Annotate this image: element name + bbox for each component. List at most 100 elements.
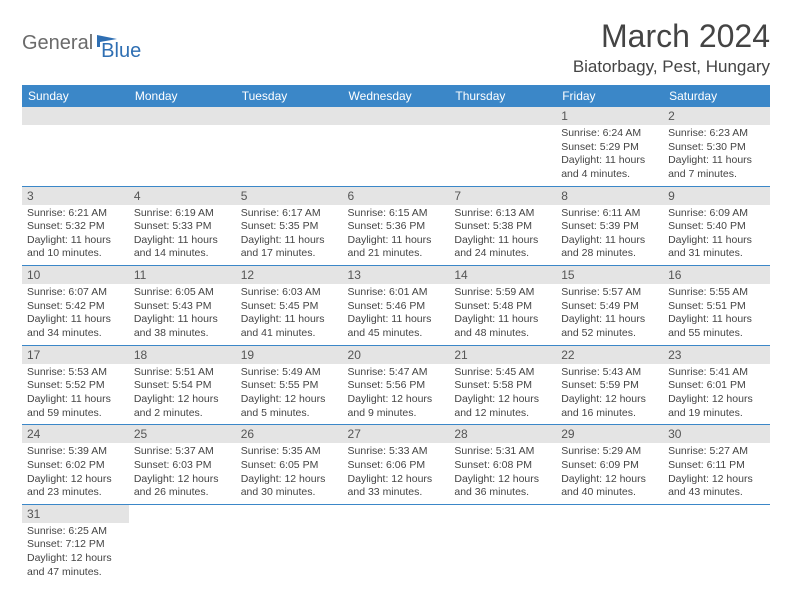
day-body: Sunrise: 6:19 AMSunset: 5:33 PMDaylight:… [129, 205, 236, 266]
daylight-text: Daylight: 11 hours and 45 minutes. [348, 313, 445, 340]
weekday-header: Thursday [449, 85, 556, 107]
day-body: Sunrise: 5:49 AMSunset: 5:55 PMDaylight:… [236, 364, 343, 425]
sunrise-text: Sunrise: 6:05 AM [134, 286, 231, 300]
sunset-text: Sunset: 5:32 PM [27, 220, 124, 234]
logo-sub: Blue [101, 24, 141, 63]
calendar-cell: 24Sunrise: 5:39 AMSunset: 6:02 PMDayligh… [22, 425, 129, 505]
sunset-text: Sunset: 6:08 PM [454, 459, 551, 473]
sunrise-text: Sunrise: 6:17 AM [241, 207, 338, 221]
sunset-text: Sunset: 6:06 PM [348, 459, 445, 473]
sunrise-text: Sunrise: 5:31 AM [454, 445, 551, 459]
day-number: 3 [22, 187, 129, 205]
daylight-text: Daylight: 12 hours and 5 minutes. [241, 393, 338, 420]
sunrise-text: Sunrise: 5:29 AM [561, 445, 658, 459]
sunset-text: Sunset: 5:54 PM [134, 379, 231, 393]
calendar-cell [343, 504, 450, 583]
calendar-cell: 15Sunrise: 5:57 AMSunset: 5:49 PMDayligh… [556, 266, 663, 346]
day-number: 11 [129, 266, 236, 284]
sunset-text: Sunset: 5:56 PM [348, 379, 445, 393]
calendar-cell: 11Sunrise: 6:05 AMSunset: 5:43 PMDayligh… [129, 266, 236, 346]
day-body: Sunrise: 5:39 AMSunset: 6:02 PMDaylight:… [22, 443, 129, 504]
daylight-text: Daylight: 11 hours and 21 minutes. [348, 234, 445, 261]
calendar-row: 24Sunrise: 5:39 AMSunset: 6:02 PMDayligh… [22, 425, 770, 505]
sunset-text: Sunset: 7:12 PM [27, 538, 124, 552]
daylight-text: Daylight: 12 hours and 26 minutes. [134, 473, 231, 500]
sunrise-text: Sunrise: 6:21 AM [27, 207, 124, 221]
sunrise-text: Sunrise: 5:43 AM [561, 366, 658, 380]
daylight-text: Daylight: 11 hours and 14 minutes. [134, 234, 231, 261]
daylight-text: Daylight: 11 hours and 48 minutes. [454, 313, 551, 340]
day-body: Sunrise: 6:24 AMSunset: 5:29 PMDaylight:… [556, 125, 663, 186]
sunset-text: Sunset: 5:30 PM [668, 141, 765, 155]
daylight-text: Daylight: 12 hours and 36 minutes. [454, 473, 551, 500]
day-body: Sunrise: 6:25 AMSunset: 7:12 PMDaylight:… [22, 523, 129, 584]
daylight-text: Daylight: 12 hours and 19 minutes. [668, 393, 765, 420]
daylight-text: Daylight: 11 hours and 31 minutes. [668, 234, 765, 261]
weekday-header: Saturday [663, 85, 770, 107]
calendar-cell: 26Sunrise: 5:35 AMSunset: 6:05 PMDayligh… [236, 425, 343, 505]
sunset-text: Sunset: 6:01 PM [668, 379, 765, 393]
calendar-row: 31Sunrise: 6:25 AMSunset: 7:12 PMDayligh… [22, 504, 770, 583]
calendar-cell [449, 504, 556, 583]
calendar-cell: 19Sunrise: 5:49 AMSunset: 5:55 PMDayligh… [236, 345, 343, 425]
sunrise-text: Sunrise: 5:57 AM [561, 286, 658, 300]
sunrise-text: Sunrise: 5:51 AM [134, 366, 231, 380]
day-body: Sunrise: 5:27 AMSunset: 6:11 PMDaylight:… [663, 443, 770, 504]
calendar-cell: 7Sunrise: 6:13 AMSunset: 5:38 PMDaylight… [449, 186, 556, 266]
calendar-cell: 20Sunrise: 5:47 AMSunset: 5:56 PMDayligh… [343, 345, 450, 425]
calendar-cell: 3 Sunrise: 6:21 AMSunset: 5:32 PMDaylight… [22, 186, 129, 266]
sunset-text: Sunset: 6:05 PM [241, 459, 338, 473]
daylight-text: Daylight: 11 hours and 10 minutes. [27, 234, 124, 261]
calendar-cell [343, 107, 450, 186]
day-number: 13 [343, 266, 450, 284]
calendar-cell: 23Sunrise: 5:41 AMSunset: 6:01 PMDayligh… [663, 345, 770, 425]
calendar-cell: 18 Sunrise: 5:51 AMSunset: 5:54 PMDayligh… [129, 345, 236, 425]
day-number: 26 [236, 425, 343, 443]
day-number: 15 [556, 266, 663, 284]
logo-main: General [22, 32, 93, 55]
day-body: Sunrise: 5:55 AMSunset: 5:51 PMDaylight:… [663, 284, 770, 345]
daylight-text: Daylight: 11 hours and 59 minutes. [27, 393, 124, 420]
sunset-text: Sunset: 5:51 PM [668, 300, 765, 314]
sunrise-text: Sunrise: 5:39 AM [27, 445, 124, 459]
daylight-text: Daylight: 12 hours and 16 minutes. [561, 393, 658, 420]
sunrise-text: Sunrise: 6:23 AM [668, 127, 765, 141]
sunrise-text: Sunrise: 6:03 AM [241, 286, 338, 300]
day-body: Sunrise: 6:03 AMSunset: 5:45 PMDaylight:… [236, 284, 343, 345]
day-body: Sunrise: 5:31 AMSunset: 6:08 PMDaylight:… [449, 443, 556, 504]
sunrise-text: Sunrise: 6:07 AM [27, 286, 124, 300]
day-body: Sunrise: 6:15 AMSunset: 5:36 PMDaylight:… [343, 205, 450, 266]
calendar-cell: 21Sunrise: 5:45 AMSunset: 5:58 PMDayligh… [449, 345, 556, 425]
day-number: 29 [556, 425, 663, 443]
sunset-text: Sunset: 5:58 PM [454, 379, 551, 393]
calendar-row: 17Sunrise: 5:53 AMSunset: 5:52 PMDayligh… [22, 345, 770, 425]
day-number-empty [343, 107, 450, 125]
day-body: Sunrise: 5:37 AMSunset: 6:03 PMDaylight:… [129, 443, 236, 504]
day-number: 18 [129, 346, 236, 364]
calendar-cell: 1Sunrise: 6:24 AMSunset: 5:29 PMDaylight… [556, 107, 663, 186]
daylight-text: Daylight: 11 hours and 24 minutes. [454, 234, 551, 261]
sunset-text: Sunset: 5:29 PM [561, 141, 658, 155]
day-number: 17 [22, 346, 129, 364]
daylight-text: Daylight: 12 hours and 2 minutes. [134, 393, 231, 420]
daylight-text: Daylight: 12 hours and 23 minutes. [27, 473, 124, 500]
day-number-empty [449, 107, 556, 125]
day-body: Sunrise: 6:07 AMSunset: 5:42 PMDaylight:… [22, 284, 129, 345]
location-text: Biatorbagy, Pest, Hungary [573, 57, 770, 77]
calendar-cell: 31Sunrise: 6:25 AMSunset: 7:12 PMDayligh… [22, 504, 129, 583]
weekday-header: Sunday [22, 85, 129, 107]
calendar-cell: 6Sunrise: 6:15 AMSunset: 5:36 PMDaylight… [343, 186, 450, 266]
sunrise-text: Sunrise: 5:55 AM [668, 286, 765, 300]
sunrise-text: Sunrise: 5:35 AM [241, 445, 338, 459]
calendar-cell: 22Sunrise: 5:43 AMSunset: 5:59 PMDayligh… [556, 345, 663, 425]
day-number: 10 [22, 266, 129, 284]
daylight-text: Daylight: 11 hours and 41 minutes. [241, 313, 338, 340]
calendar-table: SundayMondayTuesdayWednesdayThursdayFrid… [22, 85, 770, 583]
daylight-text: Daylight: 12 hours and 47 minutes. [27, 552, 124, 579]
sunrise-text: Sunrise: 5:27 AM [668, 445, 765, 459]
sunrise-text: Sunrise: 6:01 AM [348, 286, 445, 300]
daylight-text: Daylight: 12 hours and 12 minutes. [454, 393, 551, 420]
calendar-cell [556, 504, 663, 583]
day-number: 12 [236, 266, 343, 284]
calendar-cell [129, 504, 236, 583]
